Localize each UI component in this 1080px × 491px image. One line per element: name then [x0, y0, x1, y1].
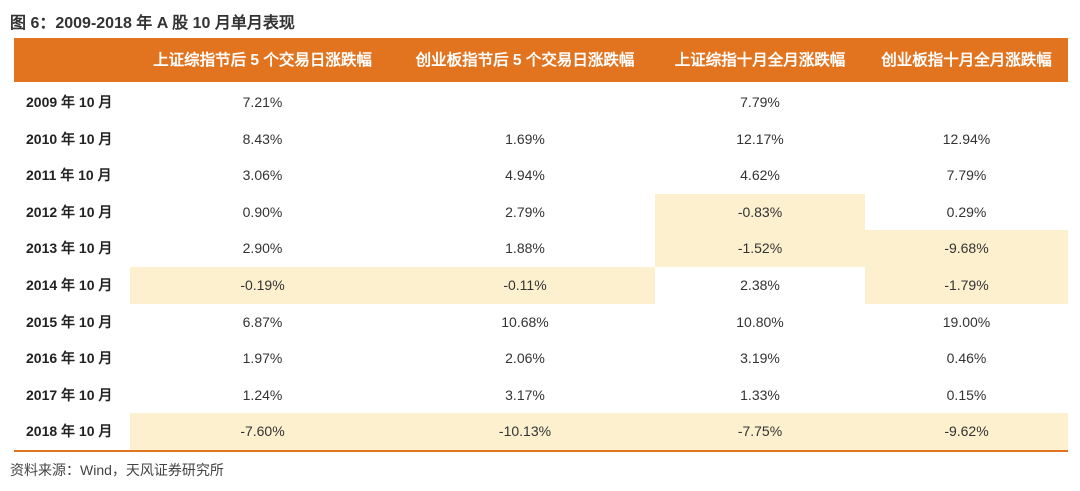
row-label: 2013 年 10 月 — [26, 240, 113, 257]
table-cell: 1.69% — [505, 130, 545, 147]
table-cell: 10.68% — [501, 313, 549, 330]
row-label: 2014 年 10 月 — [26, 277, 113, 293]
table-cell: 10.80% — [736, 313, 784, 330]
row-label: 2010 年 10 月 — [26, 130, 113, 147]
table-cell: 0.46% — [946, 350, 987, 367]
row-label: 2011 年 10 月 — [26, 167, 112, 184]
table-cell: -1.79% — [865, 267, 1068, 304]
table-cell: 7.79% — [946, 167, 987, 184]
column-header: 上证综指节后 5 个交易日涨跌幅 — [153, 52, 372, 69]
table-cell: -9.68% — [865, 230, 1068, 267]
table-cell: -1.52% — [655, 230, 865, 267]
table-cell: 2.79% — [505, 203, 545, 220]
rule — [14, 450, 1068, 452]
table-cell — [865, 84, 1068, 121]
table-cell: -7.75% — [655, 413, 865, 450]
table-cell: 3.19% — [740, 350, 780, 367]
table-cell: 8.43% — [242, 130, 283, 147]
table-cell: 1.33% — [740, 386, 780, 403]
table-cell: 3.06% — [242, 167, 283, 184]
table-cell: 0.90% — [242, 203, 283, 220]
table-cell: 1.97% — [242, 350, 283, 367]
table-cell: 19.00% — [942, 313, 991, 330]
source-note: 资料来源：Wind，天风证券研究所 — [10, 462, 224, 478]
row-label: 2017 年 10 月 — [26, 386, 113, 403]
table-cell: -10.13% — [395, 413, 655, 450]
table-cell: 1.24% — [242, 386, 283, 403]
figure-title: 图 6：2009-2018 年 A 股 10 月单月表现 — [10, 15, 295, 32]
table-cell: 1.88% — [505, 240, 545, 257]
table-cell: 0.15% — [946, 386, 987, 403]
row-label: 2015 年 10 月 — [26, 313, 113, 330]
table-cell: 12.94% — [942, 130, 991, 147]
table-cell: 4.62% — [740, 167, 780, 184]
table-cell: 4.94% — [505, 167, 545, 184]
table-cell: 0.29% — [946, 203, 987, 220]
column-header: 创业板指节后 5 个交易日涨跌幅 — [415, 52, 635, 69]
table-cell: 2.90% — [242, 240, 283, 257]
rule — [14, 38, 1068, 40]
table-cell: 7.79% — [740, 94, 780, 110]
table-cell: -0.11% — [395, 267, 655, 304]
column-header: 创业板指十月全月涨跌幅 — [881, 52, 1052, 69]
row-label: 2018 年 10 月 — [26, 423, 113, 440]
column-header: 上证综指十月全月涨跌幅 — [674, 52, 846, 69]
table-cell: 12.17% — [736, 130, 784, 147]
table-cell: 2.06% — [505, 350, 545, 367]
row-label: 2012 年 10 月 — [26, 203, 113, 220]
table-cell: 2.38% — [740, 277, 780, 293]
table-cell — [395, 84, 655, 121]
table-cell: -7.60% — [130, 413, 395, 450]
table-cell: 3.17% — [505, 386, 545, 403]
row-label: 2016 年 10 月 — [26, 350, 113, 367]
row-label: 2009 年 10 月 — [26, 94, 113, 110]
table-cell: -0.19% — [130, 267, 395, 304]
table-cell: -9.62% — [865, 413, 1068, 450]
table-header: 上证综指节后 5 个交易日涨跌幅 创业板指节后 5 个交易日涨跌幅 上证综指十月全月… — [14, 40, 1068, 82]
table-cell: 6.87% — [242, 313, 283, 330]
table-cell: 7.21% — [242, 94, 283, 110]
table-cell: -0.83% — [655, 193, 865, 231]
